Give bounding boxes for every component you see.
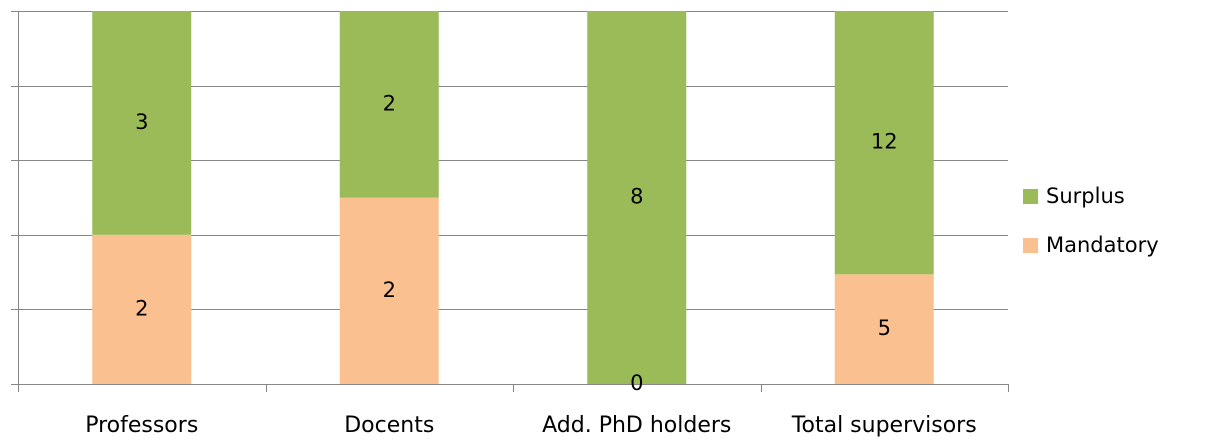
x-tick-label-2: Add. PhD holders xyxy=(542,413,731,438)
data-label-mandatory-3: 5 xyxy=(878,316,891,340)
legend: Surplus Mandatory xyxy=(1023,184,1159,257)
x-tick-label-0: Professors xyxy=(85,413,198,438)
legend-label-mandatory: Mandatory xyxy=(1046,233,1159,257)
axes xyxy=(11,11,1009,392)
bar-series xyxy=(92,11,934,384)
bar-surplus-3 xyxy=(834,11,934,275)
data-label-surplus-2: 8 xyxy=(630,185,643,209)
bar-mandatory-0 xyxy=(92,234,192,384)
x-tick-label-1: Docents xyxy=(344,413,434,438)
data-label-mandatory-0: 2 xyxy=(135,296,148,320)
bar-surplus-0 xyxy=(92,11,192,235)
legend-label-surplus: Surplus xyxy=(1046,184,1125,208)
data-label-mandatory-1: 2 xyxy=(383,278,396,302)
x-tick-label-3: Total supervisors xyxy=(791,413,977,438)
legend-swatch-surplus xyxy=(1023,189,1038,204)
data-label-surplus-0: 3 xyxy=(135,110,148,134)
data-label-mandatory-2: 0 xyxy=(630,371,643,395)
bar-mandatory-3 xyxy=(834,274,934,384)
bar-surplus-2 xyxy=(587,11,687,384)
bar-mandatory-1 xyxy=(339,197,439,384)
bar-surplus-1 xyxy=(339,11,439,198)
data-labels: 2 3 2 2 0 8 5 12 xyxy=(135,91,898,395)
data-label-surplus-3: 12 xyxy=(871,130,898,154)
legend-swatch-mandatory xyxy=(1023,238,1038,253)
data-label-surplus-1: 2 xyxy=(383,91,396,115)
x-tick-labels: Professors Docents Add. PhD holders Total s… xyxy=(85,413,976,438)
